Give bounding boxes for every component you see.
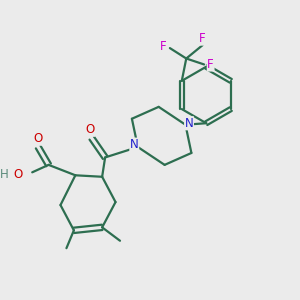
Text: H: H (0, 168, 8, 181)
Text: O: O (13, 168, 22, 181)
Text: N: N (130, 138, 139, 151)
Text: F: F (207, 58, 214, 71)
Text: O: O (34, 132, 43, 145)
Text: O: O (85, 123, 95, 136)
Text: N: N (184, 117, 194, 130)
Text: F: F (160, 40, 167, 53)
Text: F: F (199, 32, 206, 45)
